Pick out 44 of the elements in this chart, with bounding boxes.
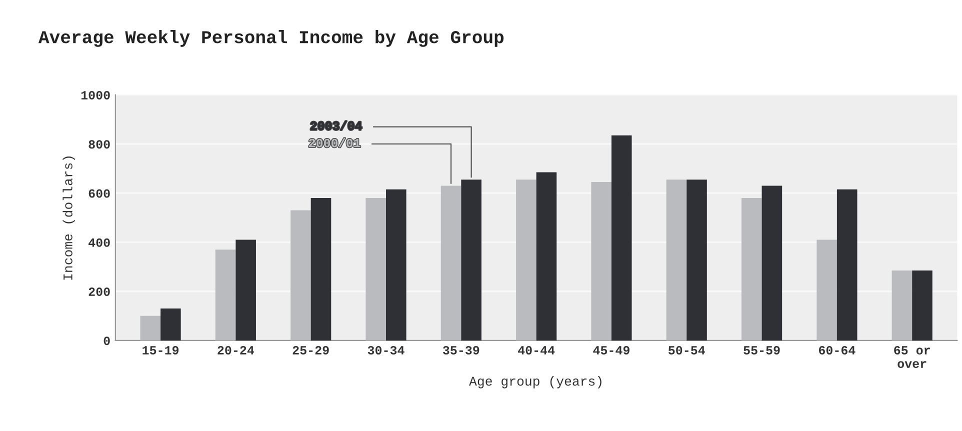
bar [310,198,332,340]
bar [290,210,311,340]
bar [461,180,482,340]
bar [140,316,161,340]
bar [366,198,386,340]
bar [666,180,687,340]
y-tick-label: 1000 [81,90,110,100]
bar [686,180,707,340]
x-tick-label: 20-24 [218,346,254,355]
x-tick-label: 30-34 [368,346,404,355]
x-tick-label: 50-54 [668,346,706,355]
x-tick-label: 40-44 [518,346,555,355]
bar [516,180,536,340]
chart-title: Average Weekly Personal Income by Age Group [38,30,504,47]
x-tick-label: 60-64 [818,346,856,355]
y-tick-label: 200 [88,288,110,296]
bar [160,308,181,340]
x-tick-label: 55-59 [744,346,780,355]
bar [386,189,406,340]
y-axis-title: Income (dollars) [62,156,76,280]
y-tick-label: 400 [88,238,110,247]
bar [762,186,782,340]
bar [215,250,236,340]
bar [536,172,557,340]
x-tick-label: 35-39 [442,346,480,355]
bar [591,182,612,340]
x-tick-label: 25-29 [292,346,329,355]
bar [741,198,762,340]
text: 2000/01 [309,138,360,148]
bar [892,270,912,340]
bar [816,240,837,340]
y-tick-label: 800 [88,140,110,149]
y-tick-label: 0 [104,336,110,346]
bar [836,189,858,340]
x-axis-title: Age group (years) [469,376,602,388]
bar [912,270,932,340]
x-tick-label: 45-49 [593,346,630,355]
x-tick-label: 15-19 [142,346,179,355]
x-tick-label: 65 or over [894,346,930,368]
text: 2003/04 [310,120,362,130]
y-tick-label: 600 [88,189,110,198]
bar [236,240,256,340]
bar [611,135,632,340]
bar [440,186,462,340]
